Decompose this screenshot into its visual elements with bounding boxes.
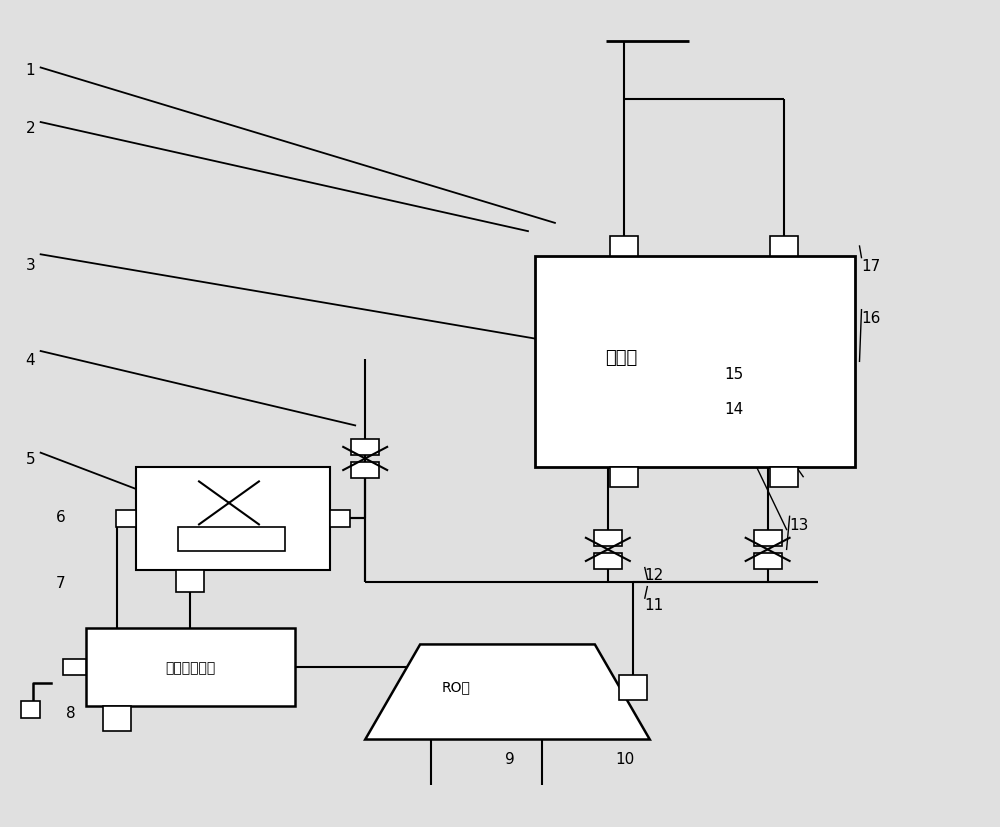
Text: 10: 10 [615, 751, 634, 766]
Text: 4: 4 [26, 352, 35, 367]
Text: 1: 1 [26, 64, 35, 79]
Bar [594, 553, 622, 570]
Bar [116, 510, 136, 527]
Bar [619, 676, 647, 700]
Text: 6: 6 [56, 509, 65, 524]
Text: 5: 5 [26, 452, 35, 466]
Bar [754, 553, 782, 570]
Polygon shape [365, 645, 650, 739]
Bar [351, 462, 379, 479]
Bar [21, 701, 40, 718]
Bar [136, 467, 330, 571]
Bar [63, 659, 86, 676]
Bar [754, 530, 782, 547]
Text: 3: 3 [26, 257, 35, 272]
Text: 9: 9 [505, 751, 515, 766]
Bar [176, 571, 204, 592]
Bar [610, 467, 638, 487]
Text: 前置净化组件: 前置净化组件 [165, 661, 216, 674]
Bar [86, 629, 295, 706]
Text: 15: 15 [725, 366, 744, 381]
Text: 12: 12 [645, 567, 664, 582]
Bar [770, 467, 798, 487]
Bar [594, 530, 622, 547]
Bar [103, 706, 131, 731]
Bar [770, 237, 798, 256]
Bar [351, 439, 379, 456]
Text: 17: 17 [861, 259, 881, 274]
Text: 16: 16 [861, 311, 881, 326]
Bar [178, 527, 285, 552]
Text: 8: 8 [66, 705, 75, 719]
Text: 2: 2 [26, 122, 35, 136]
Text: RO膜: RO膜 [442, 680, 471, 693]
Bar [535, 256, 855, 467]
Text: 7: 7 [56, 576, 65, 590]
Text: 13: 13 [790, 518, 809, 533]
Bar [610, 237, 638, 256]
Text: 11: 11 [645, 598, 664, 613]
Bar [330, 510, 350, 527]
Text: 14: 14 [725, 402, 744, 417]
Text: 电解槽: 电解槽 [605, 349, 637, 366]
